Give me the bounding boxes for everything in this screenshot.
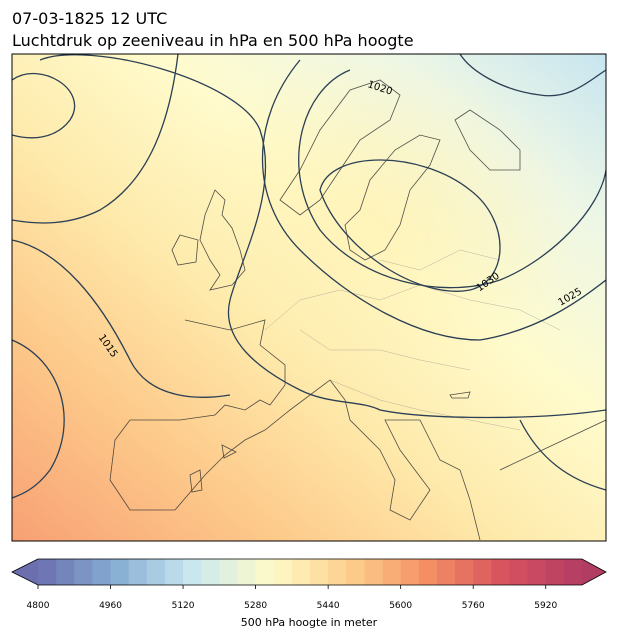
colorbar-segment xyxy=(346,559,365,585)
colorbar-segment xyxy=(400,559,420,585)
colorbar-segment xyxy=(183,559,202,585)
map-frame xyxy=(11,53,607,542)
colorbar-segment xyxy=(255,559,275,585)
time-title: 07-03-1825 12 UTC xyxy=(12,9,167,28)
colorbar-segment xyxy=(273,559,293,585)
colorbar-segment xyxy=(436,559,456,585)
colorbar-tick-label: 4800 xyxy=(27,601,50,611)
colorbar-segment xyxy=(382,559,402,585)
colorbar-tick-label: 5760 xyxy=(462,601,485,611)
colorbar-segment xyxy=(56,559,75,585)
colorbar: 4800 4960 5120 5280 5440 5600 5760 5920 xyxy=(11,558,607,611)
colorbar-extend-high xyxy=(582,559,606,585)
colorbar-segment xyxy=(364,559,384,585)
colorbar-tick-label: 5120 xyxy=(172,601,195,611)
colorbar-segment xyxy=(291,559,311,585)
colorbar-segment xyxy=(509,559,529,585)
map xyxy=(12,54,606,541)
colorbar-segment xyxy=(92,559,112,585)
colorbar-segment xyxy=(563,559,583,585)
colorbar-tick-label: 4960 xyxy=(99,601,122,611)
colorbar-segment xyxy=(237,559,257,585)
colorbar-segment xyxy=(128,559,148,585)
colorbar-segment xyxy=(201,559,220,585)
colorbar-segment xyxy=(473,559,492,585)
colorbar-segment xyxy=(310,559,329,585)
colorbar-extend-low xyxy=(12,559,38,585)
colorbar-tick-label: 5440 xyxy=(317,601,340,611)
colorbar-segment xyxy=(527,559,547,585)
colorbar-segment xyxy=(146,559,166,585)
colorbar-segment xyxy=(455,559,474,585)
map-title: Luchtdruk op zeeniveau in hPa en 500 hPa… xyxy=(12,31,414,50)
colorbar-tick-label: 5280 xyxy=(244,601,267,611)
colorbar-segment xyxy=(110,559,130,585)
colorbar-label: 500 hPa hoogte in meter xyxy=(241,616,378,629)
colorbar-segment xyxy=(164,559,184,585)
colorbar-tick-label: 5920 xyxy=(534,601,557,611)
colorbar-segment xyxy=(491,559,510,585)
colorbar-tick-label: 5600 xyxy=(389,601,412,611)
colorbar-segment xyxy=(418,559,438,585)
colorbar-segment xyxy=(38,559,57,585)
colorbar-segment xyxy=(219,559,238,585)
colorbar-segment xyxy=(74,559,93,585)
colorbar-outline xyxy=(11,558,607,586)
colorbar-segment xyxy=(328,559,347,585)
colorbar-segment xyxy=(545,559,565,585)
